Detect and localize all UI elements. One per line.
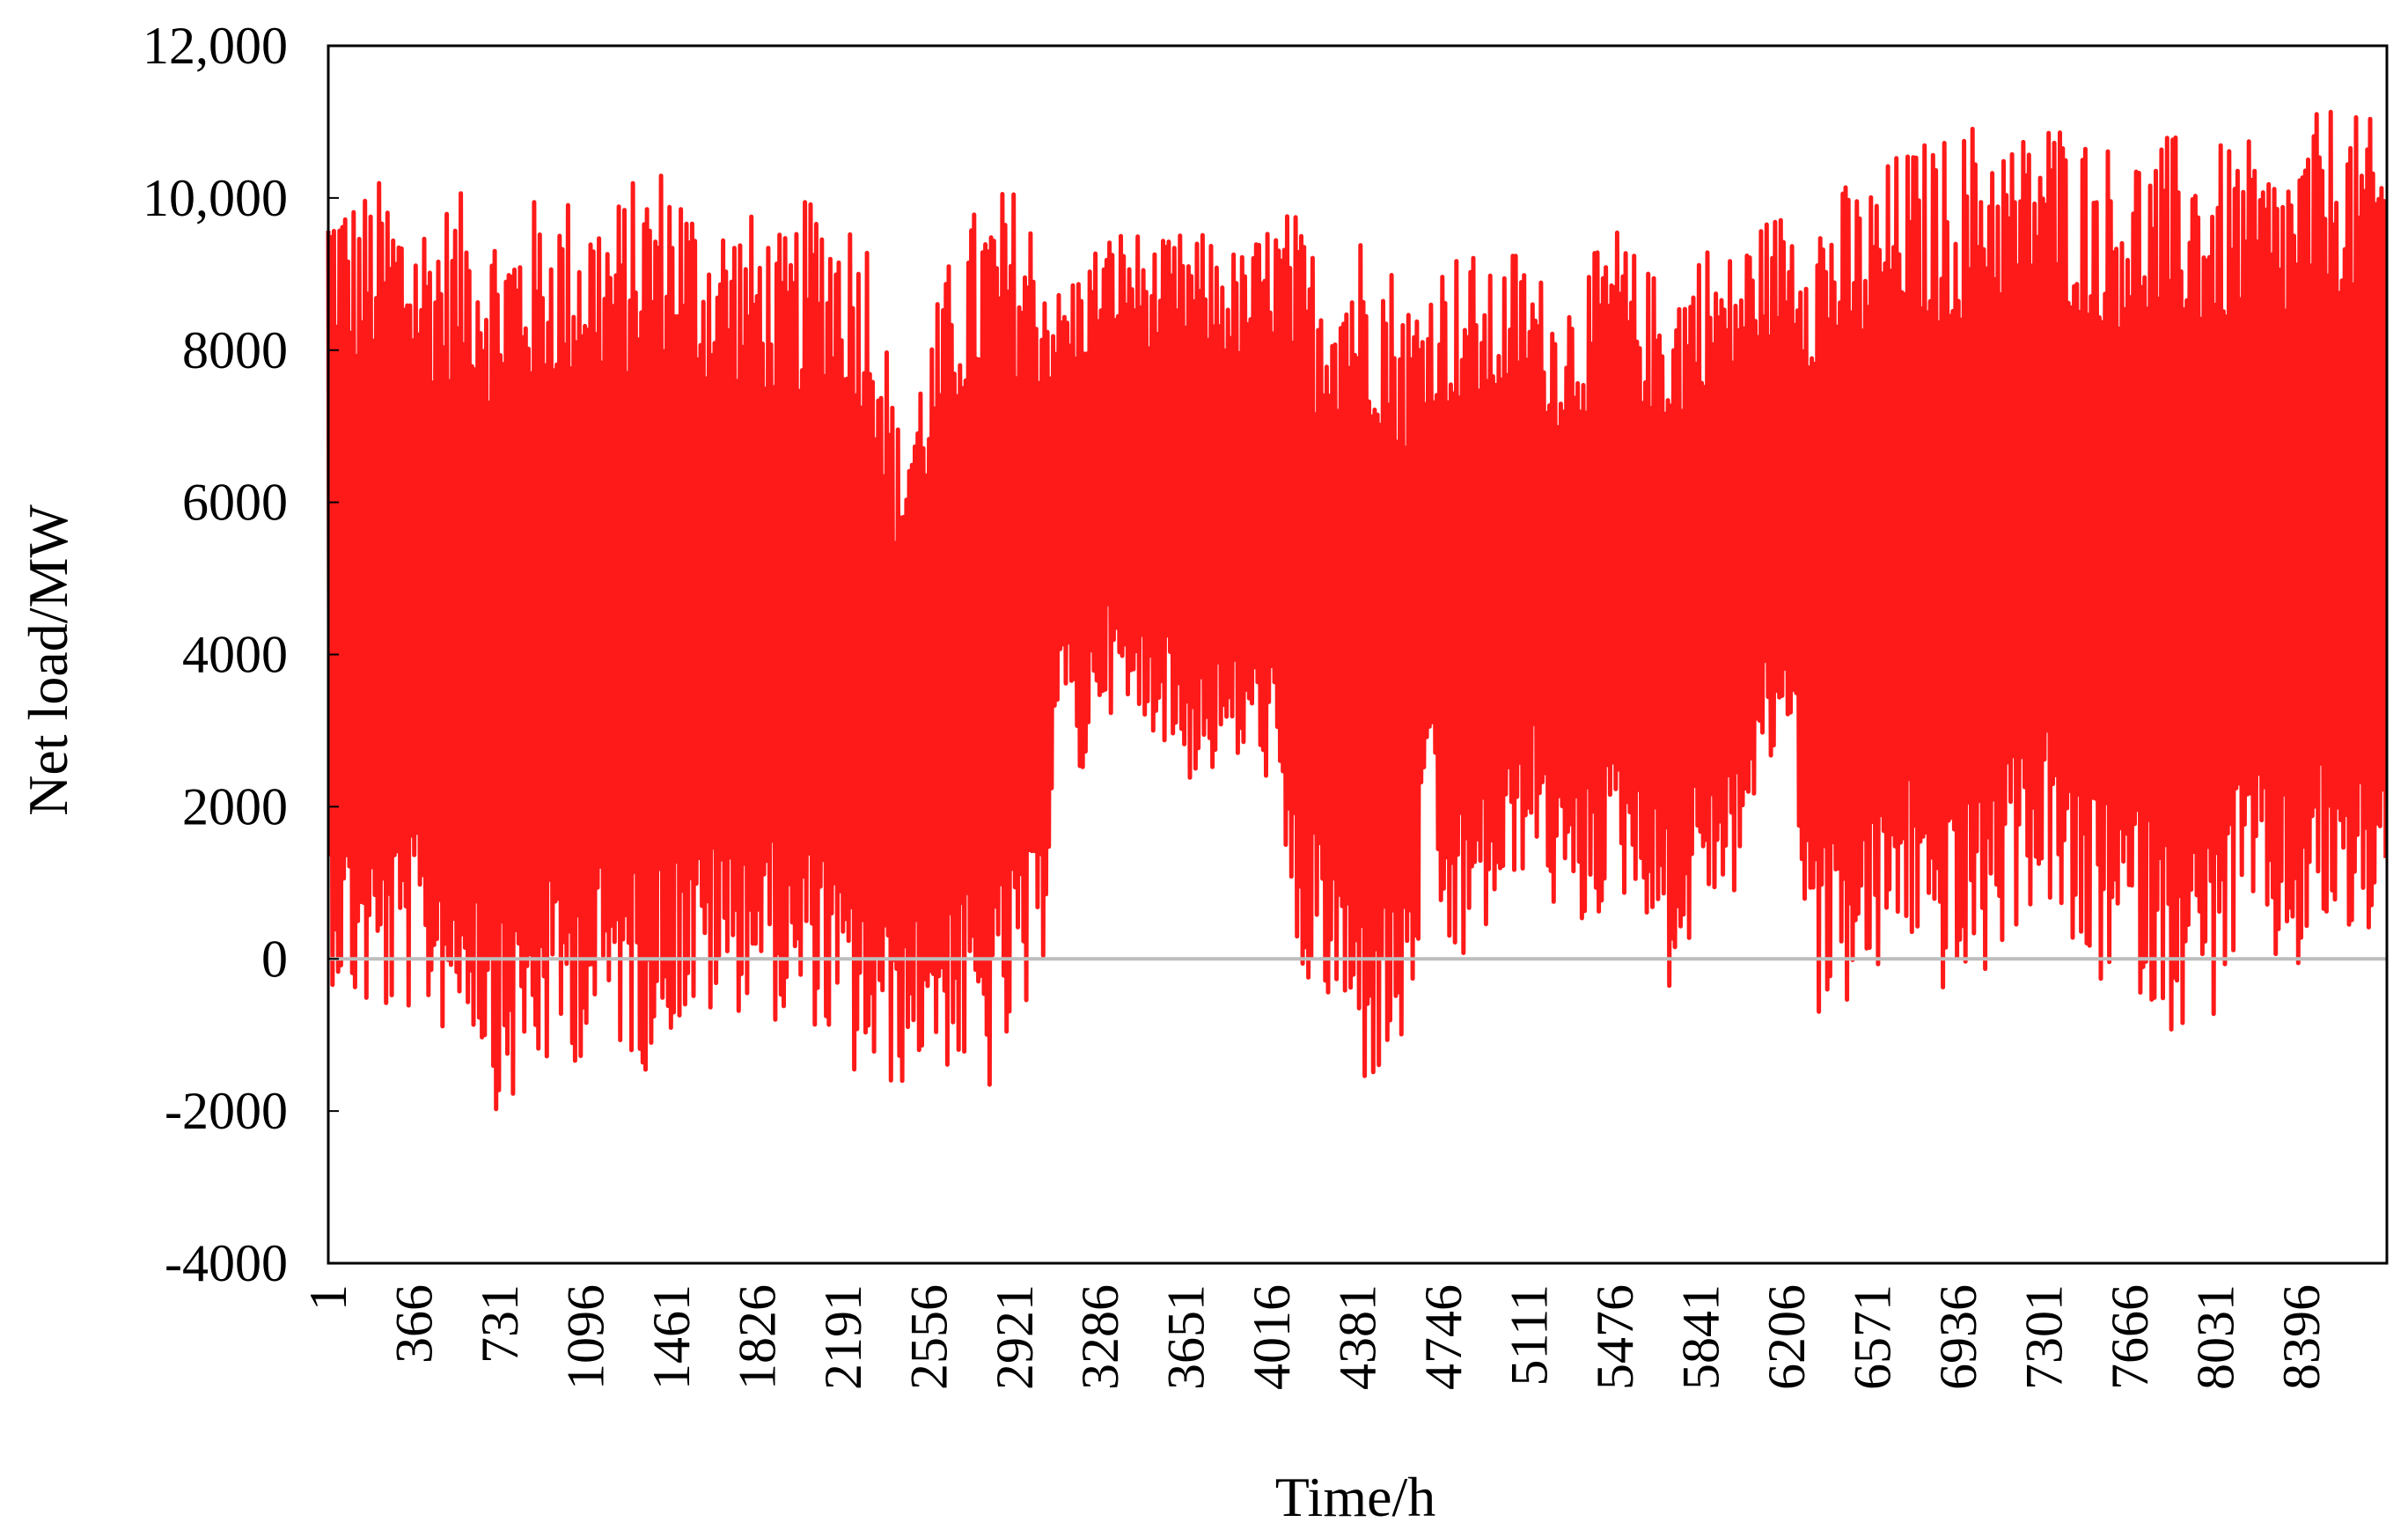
- x-tick-label: 4381: [1329, 1284, 1387, 1390]
- x-tick-label: 8396: [2272, 1284, 2331, 1390]
- x-tick-labels: 1 366 731 1096 1461 1826 2191 2556 2921 3286 3651 4…: [299, 1284, 2331, 1390]
- x-tick-label: 2921: [986, 1284, 1044, 1390]
- x-tick-label: 6936: [1929, 1284, 1987, 1390]
- y-axis-title: Net load/MW: [17, 504, 79, 816]
- x-tick-label: 1826: [728, 1284, 786, 1390]
- plot-area: [326, 109, 2389, 1112]
- x-tick-label: 5111: [1501, 1284, 1559, 1386]
- y-tick-label: 0: [261, 930, 288, 988]
- x-tick-label: 731: [471, 1284, 529, 1364]
- x-tick-label: 1461: [642, 1284, 701, 1390]
- series-line: [326, 109, 2389, 1112]
- x-tick-label: 4016: [1243, 1284, 1301, 1390]
- x-tick-label: 7301: [2015, 1284, 2073, 1390]
- x-tick-label: 7666: [2101, 1284, 2159, 1390]
- y-tick-label: 4000: [182, 626, 288, 684]
- y-tick-label: 12,000: [143, 17, 288, 75]
- x-tick-label: 2191: [814, 1284, 872, 1390]
- y-tick-label: 2000: [182, 777, 288, 835]
- x-tick-label: 5841: [1672, 1284, 1730, 1390]
- y-tick-label: 10,000: [143, 169, 288, 227]
- y-tick-label: 6000: [182, 474, 288, 532]
- x-tick-label: 1096: [556, 1284, 614, 1390]
- x-tick-label: 6571: [1844, 1284, 1902, 1390]
- x-tick-label: 4746: [1414, 1284, 1472, 1390]
- x-tick-label: 1: [299, 1284, 357, 1311]
- x-axis-title: Time/h: [1275, 1466, 1436, 1528]
- x-tick-label: 2556: [899, 1284, 958, 1390]
- x-tick-label: 3286: [1071, 1284, 1129, 1390]
- y-tick-label: -4000: [165, 1234, 288, 1292]
- x-tick-label: 8031: [2186, 1284, 2244, 1390]
- x-tick-label: 6206: [1758, 1284, 1816, 1390]
- x-tick-label: 366: [385, 1284, 444, 1364]
- x-tick-label: 3651: [1157, 1284, 1215, 1390]
- x-tick-label: 5476: [1586, 1284, 1644, 1390]
- y-tick-label: 8000: [182, 321, 288, 379]
- y-tick-labels: -4000 -2000 0 2000 4000 6000 8000 10,000 12,000: [143, 17, 339, 1292]
- y-tick-label: -2000: [165, 1082, 288, 1140]
